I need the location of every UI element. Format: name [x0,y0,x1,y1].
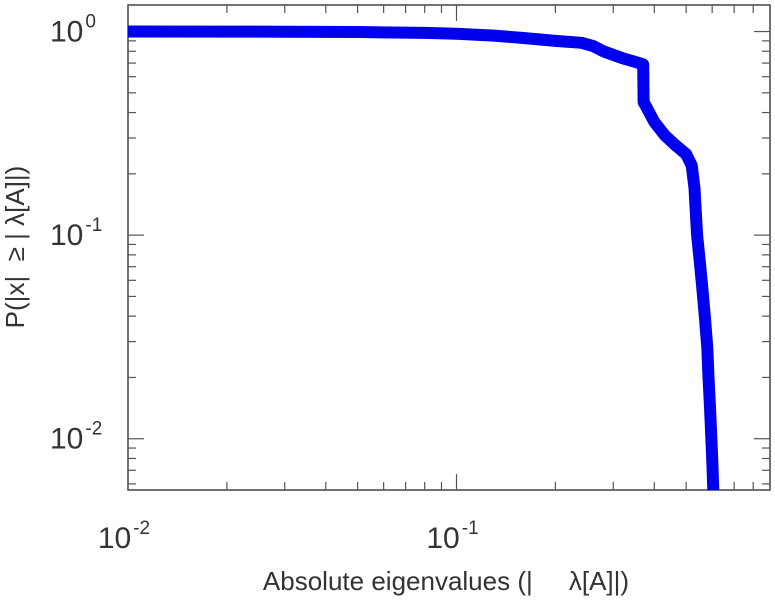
major-ticks [127,5,770,490]
plot-frame [127,4,771,491]
x-tick-label: 10 -2 [98,518,150,555]
series-layer [127,25,720,491]
x-tick-label: 10 -1 [426,518,478,555]
y-axis-label: P(|x| ≥ | λ[A]|) [0,166,30,329]
y-tick-label: 10 -2 [50,419,102,456]
tick-labels: 10 -2 10 -1 10 0 10 -1 10 -2 [50,12,479,555]
minor-ticks [128,5,771,490]
x-axis-label: Absolute eigenvalues (| λ[A]|) [263,566,629,596]
series-line-0 [127,25,720,491]
y-tick-label: 10 0 [50,12,96,49]
y-tick-label: 10 -1 [50,215,102,252]
